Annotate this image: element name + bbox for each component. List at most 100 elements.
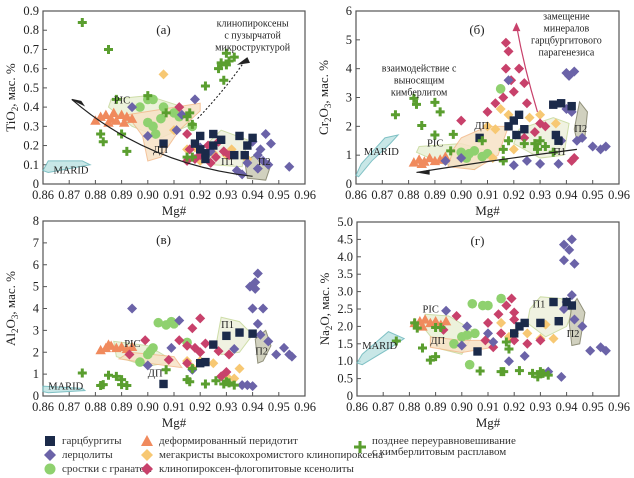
diamond-point — [255, 144, 266, 155]
y-tick-label: 2 — [346, 119, 352, 133]
deformed-point — [108, 107, 119, 118]
diamond-point — [166, 342, 177, 353]
diamond-point — [158, 69, 169, 80]
square-marker-icon — [44, 435, 56, 447]
garnet-point — [483, 300, 493, 311]
chart-panel-g: 0.86 0.87 0.88 0.89 0.90 0.91 0.92 0.93 0.94 0.95… — [317, 215, 630, 430]
late-point — [391, 336, 401, 346]
x-tick-label: 0.91 — [163, 188, 185, 202]
late-point — [417, 120, 427, 130]
legend-label: сростки с гранатом — [62, 462, 152, 475]
region-label-pic: PIC — [114, 95, 130, 106]
diamond-point — [127, 102, 138, 113]
diamond-point — [519, 132, 530, 143]
deformed-point — [416, 158, 427, 169]
harzburgite-point — [549, 297, 558, 307]
diamond-point — [284, 161, 295, 172]
harzburgite-point — [235, 328, 244, 337]
late-point — [436, 322, 446, 332]
diamond-point — [496, 317, 507, 328]
region-label-dp: ДП — [148, 368, 163, 379]
garnet-point — [148, 121, 158, 132]
deformed-point — [100, 109, 112, 119]
late-point — [501, 337, 511, 347]
x-tick-label: 0.95 — [268, 400, 290, 414]
region-marid — [355, 134, 400, 178]
x-tick-label: 0.89 — [424, 188, 446, 202]
x-tick-label: 0.92 — [503, 400, 525, 414]
harzburgite-point — [509, 116, 518, 125]
late-point — [211, 376, 221, 386]
diamond-point — [587, 141, 598, 152]
diamond-point — [569, 314, 580, 325]
diamond-point — [247, 303, 258, 314]
late-point — [185, 377, 195, 387]
harzburgite-point — [551, 130, 561, 140]
diamond-point — [500, 37, 511, 48]
x-axis-label: Mg# — [476, 415, 501, 430]
late-point — [122, 381, 132, 390]
late-point — [538, 368, 548, 378]
harzburgite-point — [209, 129, 218, 139]
y-tick-label: 1.0 — [337, 354, 353, 368]
y-tick-label: 2 — [33, 345, 39, 359]
y-tick-label: 2.0 — [337, 319, 353, 333]
diamond-point — [548, 333, 559, 344]
legend-label: мегакристы высокохромистого клинопироксе… — [159, 448, 384, 461]
y-tick-label: 2.5 — [337, 302, 353, 316]
diamond-point — [210, 152, 221, 163]
harzburgite-point — [201, 154, 210, 164]
diamond-point — [566, 155, 577, 166]
garnet-point — [467, 298, 478, 309]
y-tick-label: 7 — [33, 236, 39, 250]
deformed-point — [408, 157, 420, 167]
diamond-point — [503, 75, 514, 86]
region-label-dp: ДП — [474, 121, 489, 132]
diamond-point — [252, 318, 263, 329]
x-tick-label: 0.96 — [608, 400, 630, 414]
arrow-head-icon — [71, 98, 86, 107]
diamond-point — [509, 307, 520, 318]
garnet-point — [153, 317, 164, 328]
x-tick-label: 0.88 — [84, 188, 106, 202]
diamond-point — [553, 158, 564, 169]
diamond-point — [550, 118, 561, 129]
harzburgite-point — [473, 347, 482, 356]
y-tick-label: 0.4 — [23, 100, 39, 114]
y-tick-label: 1 — [33, 367, 39, 381]
y-tick-label: 0.9 — [23, 4, 39, 18]
diamond-point — [255, 329, 266, 340]
y-tick-label: 0.2 — [23, 139, 39, 153]
diamond-point — [508, 86, 519, 97]
diamond-point — [163, 354, 174, 365]
late-point — [96, 129, 106, 139]
diamond-point — [482, 106, 493, 117]
x-tick-label: 0.92 — [189, 400, 211, 414]
circle-marker-icon — [44, 463, 56, 475]
late-point — [182, 375, 192, 385]
late-point — [143, 91, 153, 101]
y-tick-label: 6 — [33, 258, 39, 272]
diamond-point — [569, 258, 580, 269]
late-point — [535, 136, 545, 146]
late-point — [229, 380, 239, 390]
late-point — [543, 370, 553, 380]
diamond-point — [250, 283, 261, 294]
diamond-point — [558, 304, 569, 314]
arrow-head-icon — [512, 22, 521, 32]
diamond-point — [564, 244, 575, 255]
region-label-marid: MARID — [362, 341, 397, 352]
x-tick-label: 0.86 — [32, 188, 54, 202]
garnet-point — [449, 339, 459, 349]
x-axis-label: Mg# — [475, 203, 500, 218]
late-point — [504, 344, 514, 354]
harzburgite-point — [196, 358, 205, 368]
arrow-head-icon — [236, 57, 250, 65]
diamond-point — [286, 351, 297, 362]
garnet-point — [461, 153, 472, 163]
panel-label: (г) — [471, 233, 485, 248]
y-tick-label: 6 — [346, 4, 352, 18]
diamond-point — [488, 337, 499, 348]
y-tick-label: 1.5 — [337, 337, 353, 351]
garnet-point — [470, 328, 480, 339]
